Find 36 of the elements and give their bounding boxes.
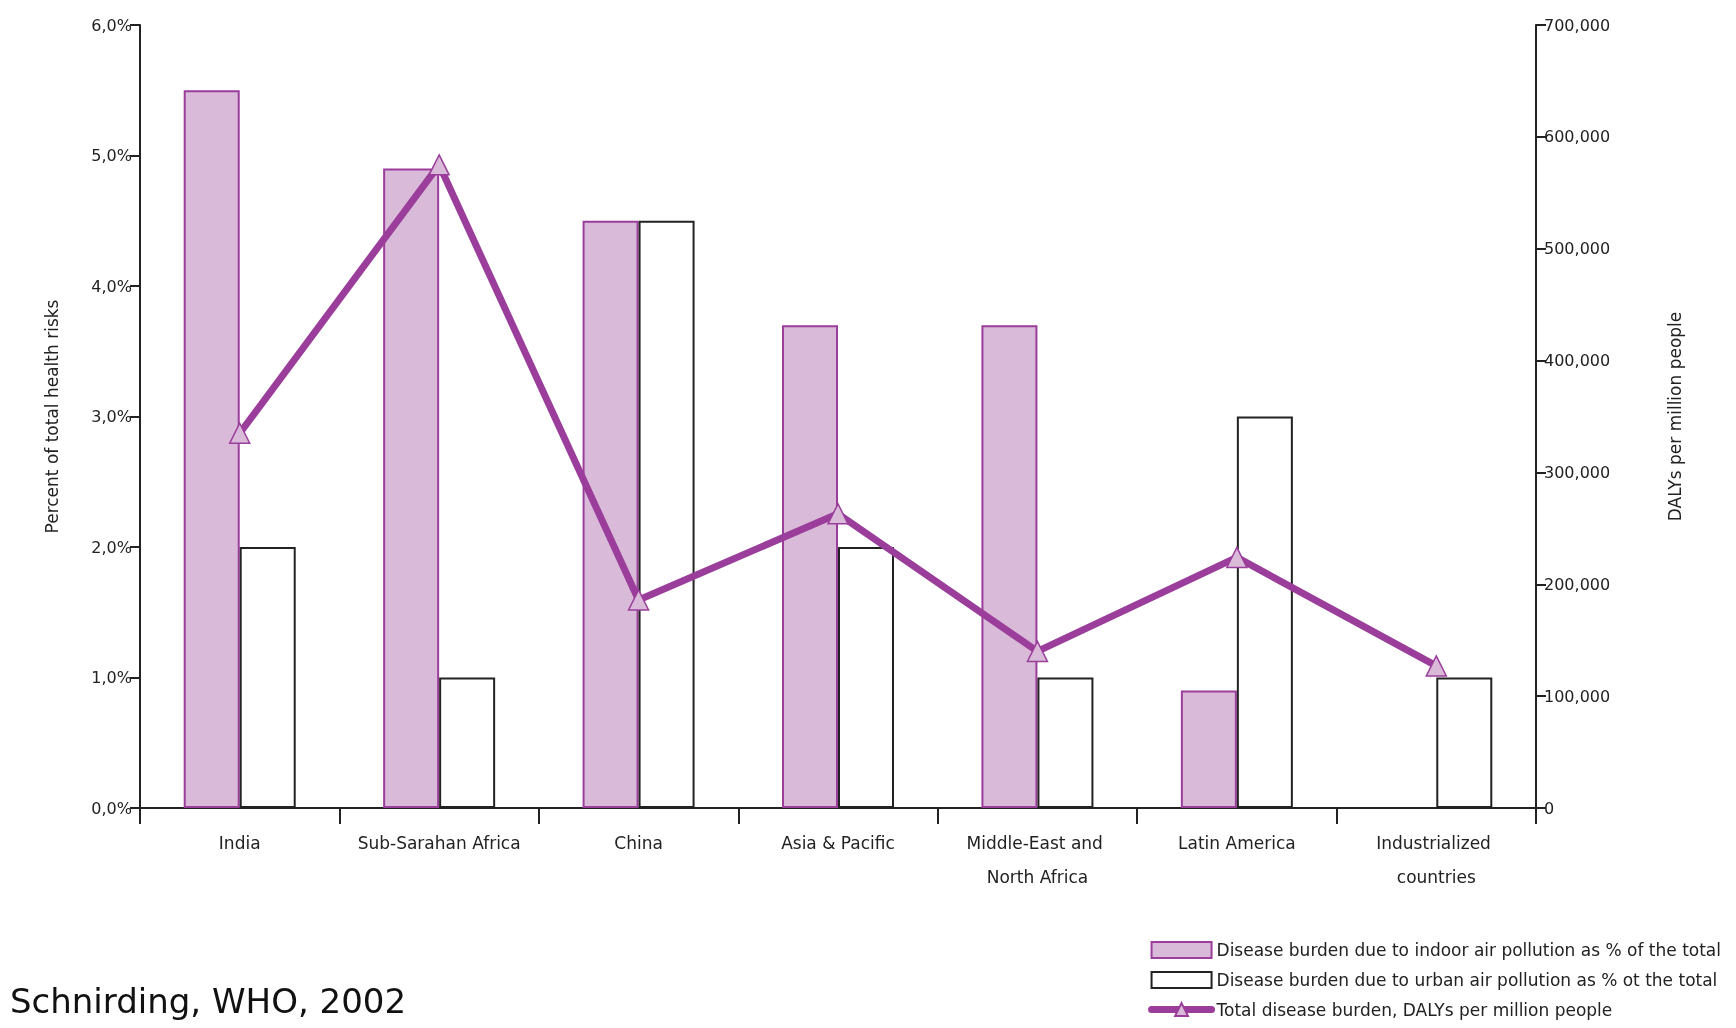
legend-label: Disease burden due to indoor air pollution as % of the total — [1216, 940, 1722, 960]
x-tick-label: Latin America — [1178, 833, 1296, 853]
y-tick-label: 4,0% — [91, 276, 132, 296]
x-tick-label: Asia & Pacific — [781, 833, 895, 853]
point — [1425, 655, 1448, 677]
x-tick-label: China — [614, 833, 663, 853]
y2-tick-label: 600,000 — [1544, 127, 1611, 147]
y2-tick-label: 200,000 — [1544, 574, 1611, 594]
y-tick-label: 3,0% — [91, 407, 132, 426]
y-tick-label: 0,0% — [91, 798, 132, 818]
point — [827, 503, 849, 525]
y2-tick-label: 300,000 — [1544, 462, 1611, 482]
y-tick-label: 2,0% — [91, 537, 132, 557]
point — [228, 422, 251, 445]
legend-label: Disease burden due to urban air pollution as % ot the total — [1216, 970, 1718, 990]
y2-tick-label: 700,000 — [1544, 15, 1611, 35]
y-tick-label: 5,0% — [91, 146, 132, 165]
x-tick-label: Industrialized countries — [1376, 833, 1497, 887]
point — [1026, 640, 1049, 663]
x-tick-label: Middle-East and North Africa — [966, 833, 1109, 887]
x-tick-label: India — [218, 833, 261, 853]
y2-tick-label: 0 — [1544, 798, 1555, 818]
x-tick-label: Sub-Sarahan Africa — [357, 833, 521, 853]
y-axis-title: Percent of total health risks — [41, 299, 62, 534]
bar — [1180, 690, 1237, 808]
text: Schnirding, WHO, 2002 — [10, 981, 407, 1021]
y-tick-label: 6,0% — [91, 15, 132, 35]
y2-tick-label: 500,000 — [1544, 239, 1611, 259]
point — [1226, 546, 1248, 569]
y2-tick-label: 400,000 — [1544, 351, 1611, 371]
legend-label: Total disease burden, DALYs per million people — [1215, 999, 1613, 1020]
y-tick-label: 1,0% — [91, 668, 132, 687]
y2-axis-title: DALYs per million people — [1664, 311, 1685, 522]
y2-tick-label: 100,000 — [1544, 686, 1611, 706]
point — [627, 589, 650, 611]
point — [428, 154, 450, 176]
